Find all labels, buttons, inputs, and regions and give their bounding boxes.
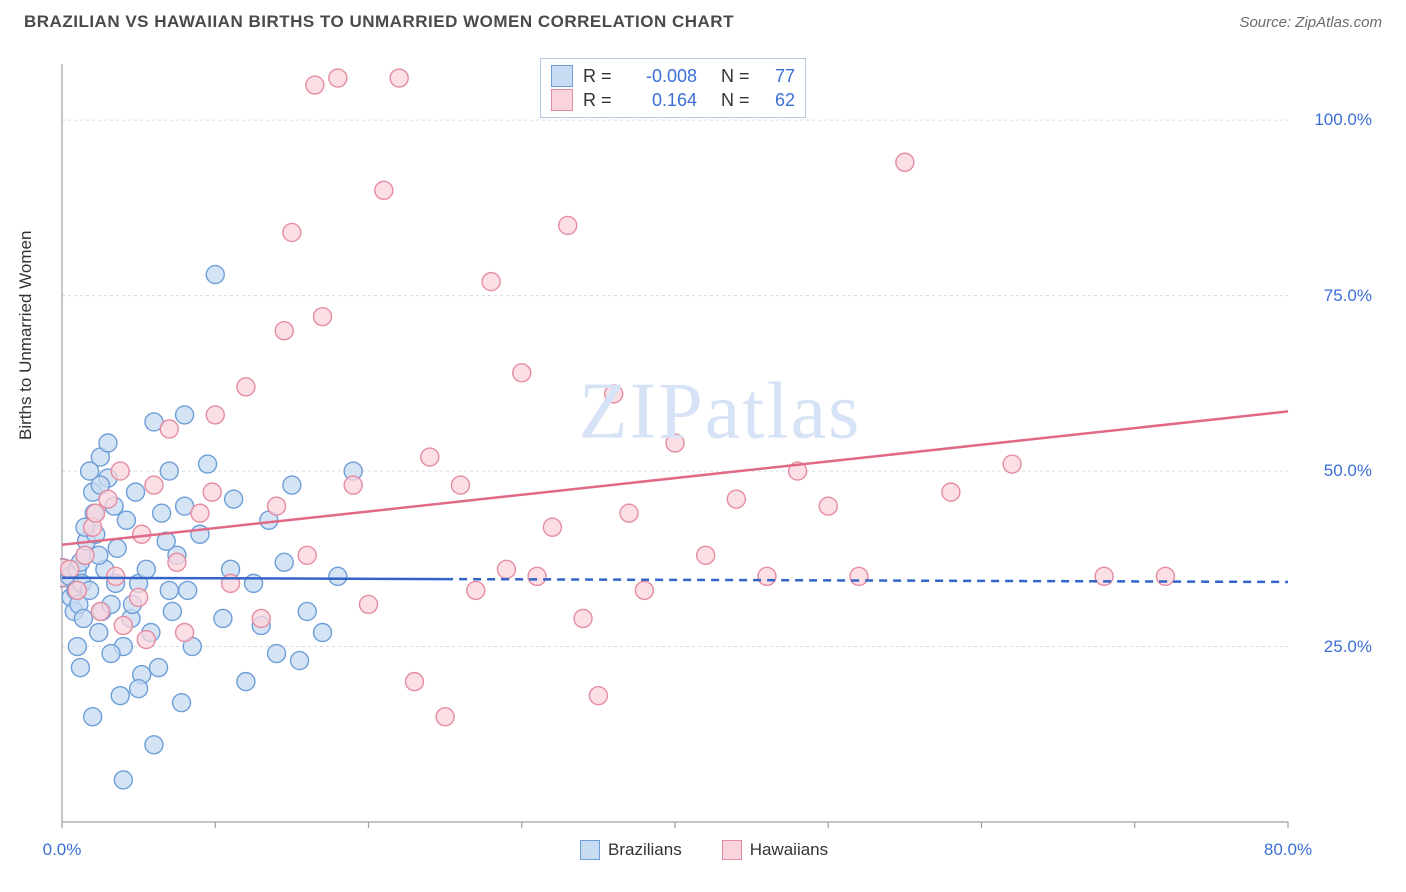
n-label: N = (721, 90, 753, 111)
legend-label-brazil: Brazilians (608, 840, 682, 860)
legend-row-brazil: R = -0.008 N = 77 (551, 65, 795, 87)
legend-item-brazil: Brazilians (580, 840, 682, 860)
legend-row-hawaii: R = 0.164 N = 62 (551, 89, 795, 111)
legend-swatch-hawaii (722, 840, 742, 860)
legend-swatch-brazil (580, 840, 600, 860)
y-tick-label: 100.0% (1314, 110, 1372, 130)
legend-swatch-brazil (551, 65, 573, 87)
chart-area: ZIPatlas R = -0.008 N = 77 R = 0.164 N =… (60, 58, 1380, 828)
r-label: R = (583, 90, 617, 111)
scatter-plot (60, 58, 1380, 828)
x-tick-label: 0.0% (43, 840, 82, 860)
x-tick-label: 80.0% (1264, 840, 1312, 860)
y-tick-label: 50.0% (1324, 461, 1372, 481)
legend-label-hawaii: Hawaiians (750, 840, 828, 860)
r-value-hawaii: 0.164 (627, 90, 697, 111)
chart-source: Source: ZipAtlas.com (1239, 14, 1382, 31)
n-value-brazil: 77 (763, 66, 795, 87)
y-tick-label: 25.0% (1324, 637, 1372, 657)
r-label: R = (583, 66, 617, 87)
r-value-brazil: -0.008 (627, 66, 697, 87)
legend-item-hawaii: Hawaiians (722, 840, 828, 860)
y-tick-label: 75.0% (1324, 286, 1372, 306)
legend-swatch-hawaii (551, 89, 573, 111)
chart-title: BRAZILIAN VS HAWAIIAN BIRTHS TO UNMARRIE… (24, 12, 734, 32)
n-label: N = (721, 66, 753, 87)
correlation-legend: R = -0.008 N = 77 R = 0.164 N = 62 (540, 58, 806, 118)
series-legend: Brazilians Hawaiians (580, 840, 828, 860)
y-axis-label: Births to Unmarried Women (16, 231, 36, 440)
n-value-hawaii: 62 (763, 90, 795, 111)
